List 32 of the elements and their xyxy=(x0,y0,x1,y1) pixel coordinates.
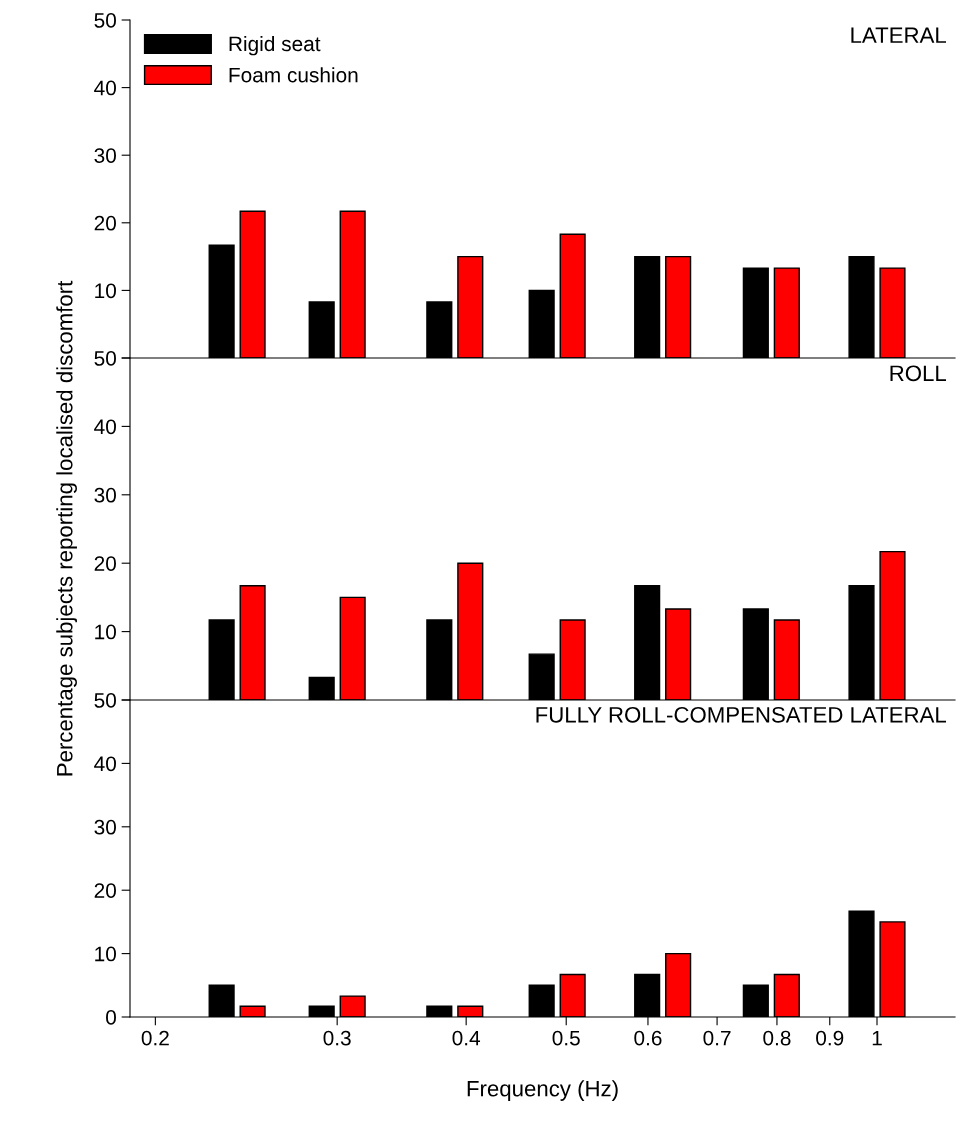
legend-label: Rigid seat xyxy=(229,35,321,56)
x-tick-label: 0.4 xyxy=(452,1030,481,1046)
x-tick-label: 0.9 xyxy=(816,1030,844,1046)
y-tick-label: 30 xyxy=(94,487,116,503)
y-tick-label: 40 xyxy=(94,756,116,772)
y-tick-label: 10 xyxy=(95,946,116,962)
y-tick-label: 40 xyxy=(94,80,116,96)
y-tick-label: 20 xyxy=(94,215,116,231)
y-tick-label: 50 xyxy=(94,351,116,366)
y-tick-label: 20 xyxy=(94,883,116,898)
legend-label: Foam cushion xyxy=(229,67,358,83)
y-tick-label: 50 xyxy=(94,693,116,708)
y-tick-label: 50 xyxy=(94,13,116,28)
x-tick-label: 0.3 xyxy=(323,1030,351,1046)
chart-title: ROLL xyxy=(890,365,947,382)
x-tick-label: 0.7 xyxy=(703,1030,731,1046)
chart-title: LATERAL xyxy=(851,27,947,43)
x-tick-label: 0.8 xyxy=(763,1030,791,1046)
x-tick-label: 1 xyxy=(872,1030,882,1046)
y-tick-label: 40 xyxy=(94,419,116,435)
x-tick-label: 0.5 xyxy=(552,1030,580,1046)
y-tick-label: 30 xyxy=(94,148,116,163)
y-tick-label: 0 xyxy=(106,1010,116,1025)
y-tick-label: 10 xyxy=(95,283,116,299)
y-axis-title: Percentage subjects reporting localised discomfort xyxy=(56,280,77,776)
y-tick-label: 20 xyxy=(94,556,116,571)
y-tick-label: 30 xyxy=(94,819,116,835)
chart-title: FULLY ROLL-COMPENSATED LATERAL xyxy=(536,706,947,723)
y-tick-label: 10 xyxy=(95,624,116,640)
x-axis-title: Frequency (Hz) xyxy=(467,1080,618,1101)
x-tick-label: 0.6 xyxy=(634,1030,662,1046)
x-tick-label: 0.2 xyxy=(141,1030,169,1046)
